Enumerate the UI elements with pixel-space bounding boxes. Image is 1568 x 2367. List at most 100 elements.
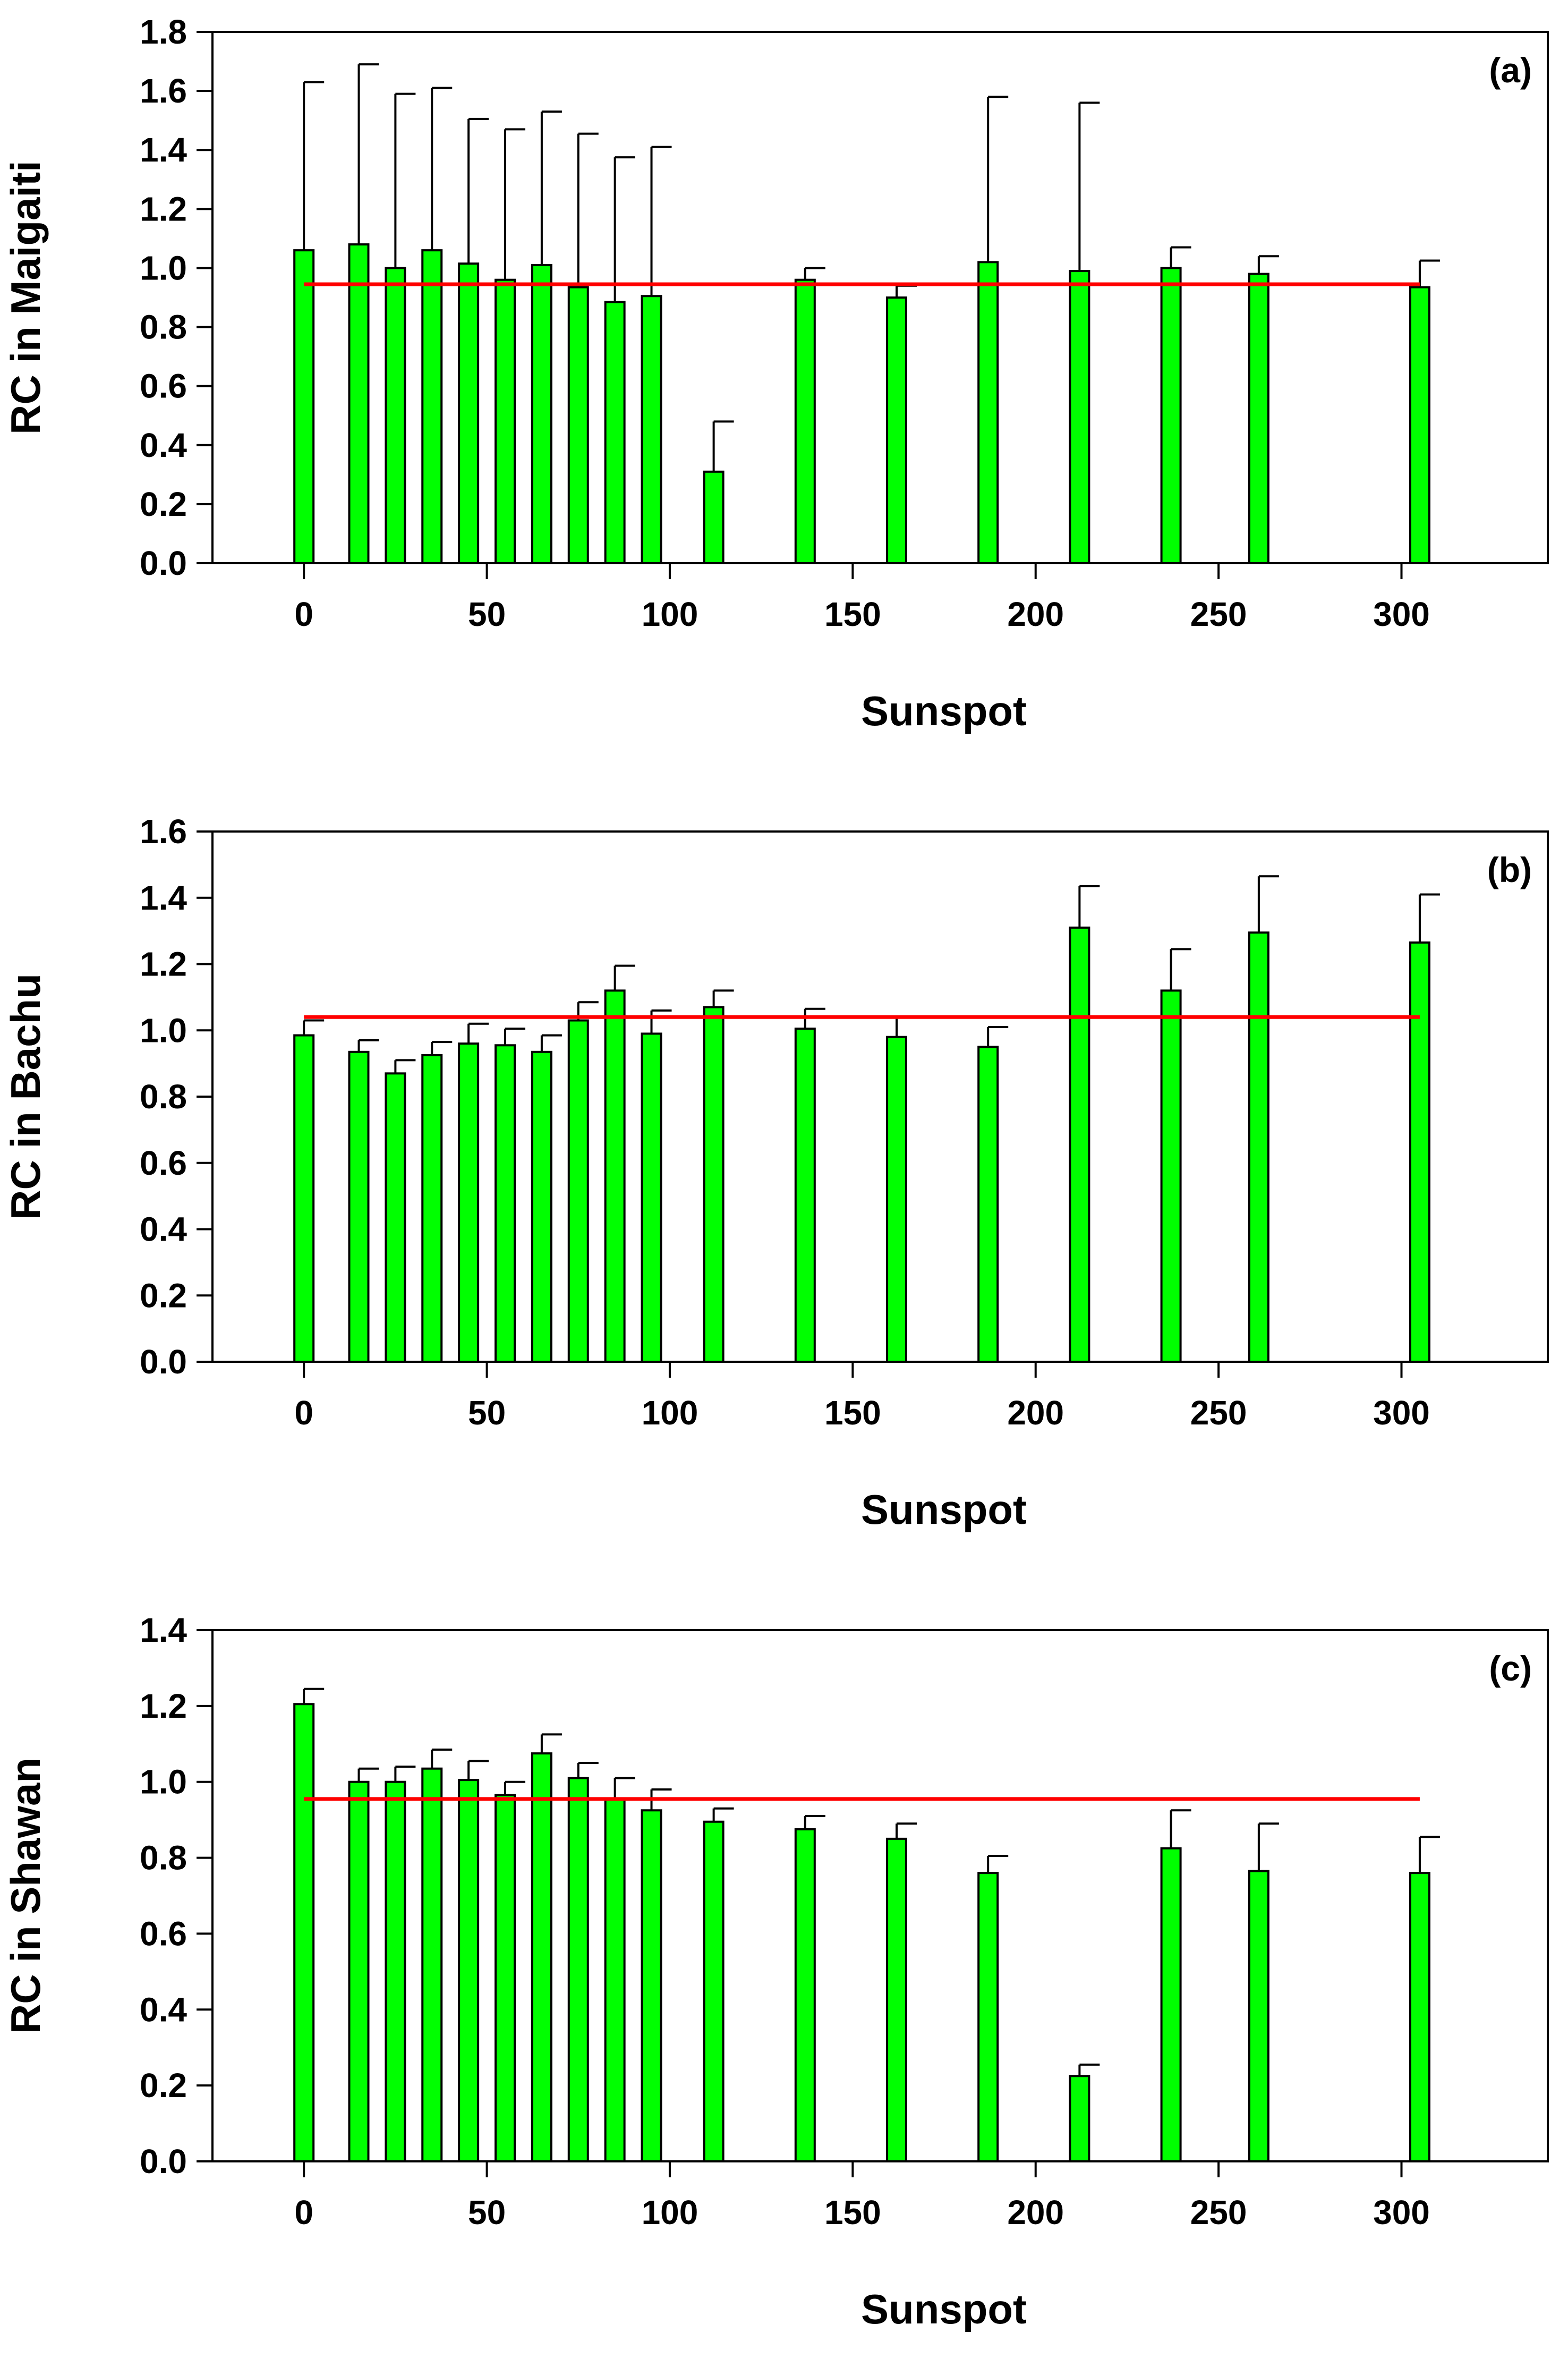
bar: [1069, 2075, 1090, 2162]
bar: [495, 1044, 516, 1363]
y-tick-label: 1.6: [140, 812, 187, 851]
bar: [1160, 267, 1182, 564]
bar: [641, 1809, 662, 2162]
y-axis-title: RC in Shawan: [2, 1758, 49, 2034]
y-axis-title: RC in Bachu: [2, 973, 49, 1220]
bar: [385, 267, 406, 564]
bar: [1160, 1847, 1182, 2163]
x-tick-label: 200: [1007, 1394, 1064, 1432]
x-axis-title: Sunspot: [861, 2286, 1027, 2332]
bar: [1248, 931, 1269, 1363]
y-tick-label: 1.4: [140, 879, 187, 917]
bar: [567, 1777, 589, 2163]
x-tick-label: 100: [642, 595, 698, 633]
y-tick-label: 0.2: [140, 485, 187, 523]
y-tick-label: 1.8: [140, 13, 187, 51]
bar: [1409, 941, 1430, 1363]
bar: [567, 1019, 589, 1363]
bar: [531, 264, 552, 564]
bar: [885, 1036, 907, 1363]
bar: [1409, 286, 1430, 564]
y-tick-label: 0.4: [140, 1990, 187, 2029]
bar: [348, 1050, 370, 1363]
y-tick-label: 0.8: [140, 1839, 187, 1877]
bar: [531, 1050, 552, 1363]
y-tick-label: 0.8: [140, 1078, 187, 1116]
x-axis-title: Sunspot: [861, 1486, 1027, 1533]
y-tick-label: 0.0: [140, 544, 187, 582]
bar: [1248, 1870, 1269, 2163]
x-tick-label: 50: [468, 1394, 506, 1432]
x-tick-label: 200: [1007, 2193, 1064, 2232]
y-tick-label: 0.6: [140, 1144, 187, 1182]
bar: [458, 1042, 480, 1363]
y-tick-label: 1.4: [140, 131, 187, 169]
bar: [458, 262, 480, 565]
bar: [794, 278, 816, 564]
x-tick-label: 250: [1190, 595, 1247, 633]
chart-panel-a: 0.0 0.2 0.4 0.6 0.8 1.0 1.2 1.4 1.6 1.8 0 50 100 150 2…: [2, 13, 1549, 734]
bar: [977, 1046, 999, 1363]
y-tick-label: 0.6: [140, 367, 187, 405]
bar: [794, 1828, 816, 2162]
bar: [531, 1752, 552, 2162]
bar: [885, 296, 907, 564]
bar: [1409, 1872, 1430, 2162]
bar: [421, 249, 443, 565]
bar: [703, 1006, 725, 1363]
bar: [458, 1779, 480, 2162]
bar: [1069, 926, 1090, 1363]
x-tick-label: 300: [1373, 2193, 1430, 2232]
y-tick-label: 1.2: [140, 1687, 187, 1725]
bar: [495, 278, 516, 564]
x-tick-label: 0: [294, 2193, 313, 2232]
x-tick-label: 250: [1190, 1394, 1247, 1432]
x-tick-label: 0: [294, 1394, 313, 1432]
y-tick-label: 1.6: [140, 72, 187, 110]
bar: [703, 1820, 725, 2163]
y-tick-label: 0.8: [140, 308, 187, 346]
y-tick-label: 0.2: [140, 1276, 187, 1314]
bar: [977, 261, 999, 565]
y-tick-label: 0.4: [140, 426, 187, 464]
x-axis-title: Sunspot: [861, 688, 1027, 734]
bar: [885, 1837, 907, 2163]
x-tick-label: 100: [642, 1394, 698, 1432]
bar: [1069, 270, 1090, 564]
bar: [421, 1054, 443, 1363]
bar: [567, 286, 589, 564]
chart-panel-c: 0.0 0.2 0.4 0.6 0.8 1.0 1.2 1.4 0 50 100 150 200 250 3…: [2, 1611, 1549, 2332]
y-tick-label: 1.2: [140, 190, 187, 228]
bar: [1160, 989, 1182, 1363]
x-tick-label: 300: [1373, 1394, 1430, 1432]
plot-frame: [211, 31, 1549, 564]
bar: [385, 1072, 406, 1363]
bar: [348, 243, 370, 564]
bar: [1248, 273, 1269, 564]
y-axis-title: RC in Maigaiti: [2, 160, 49, 435]
bar: [641, 1032, 662, 1363]
bar: [641, 295, 662, 564]
x-tick-label: 50: [468, 2193, 506, 2232]
bar: [293, 1703, 315, 2162]
bar: [421, 1767, 443, 2163]
y-tick-label: 1.4: [140, 1611, 187, 1649]
y-tick-label: 1.2: [140, 945, 187, 983]
x-tick-label: 50: [468, 595, 506, 633]
x-tick-label: 100: [642, 2193, 698, 2232]
x-tick-label: 250: [1190, 2193, 1247, 2232]
x-tick-label: 150: [824, 1394, 881, 1432]
x-tick-label: 300: [1373, 595, 1430, 633]
y-tick-label: 0.6: [140, 1914, 187, 1953]
y-tick-label: 1.0: [140, 249, 187, 287]
y-tick-label: 0.0: [140, 2142, 187, 2181]
x-tick-label: 0: [294, 595, 313, 633]
bar: [794, 1028, 816, 1363]
bar: [604, 1797, 626, 2163]
y-tick-label: 1.0: [140, 1763, 187, 1801]
bar: [293, 1034, 315, 1363]
bar: [385, 1780, 406, 2163]
y-tick-label: 0.4: [140, 1210, 187, 1249]
bar: [604, 301, 626, 564]
